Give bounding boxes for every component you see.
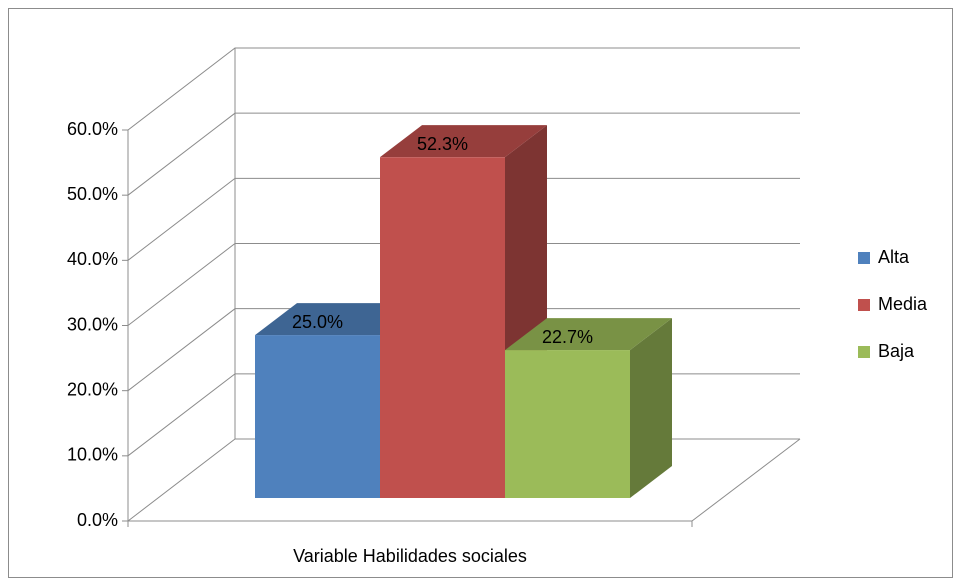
legend-swatch <box>858 346 870 358</box>
grid-line <box>127 47 800 131</box>
data-label: 52.3% <box>417 134 468 154</box>
grid-line <box>127 308 800 392</box>
legend-swatch <box>858 252 870 264</box>
bar-top <box>380 125 547 158</box>
bar-side <box>630 318 672 498</box>
bar <box>380 157 505 498</box>
bar-top <box>505 318 672 351</box>
y-tick-label: 50.0% <box>67 184 118 204</box>
y-tick-label: 10.0% <box>67 445 118 465</box>
legend-label: Alta <box>878 247 910 267</box>
data-label: 25.0% <box>292 312 343 332</box>
y-tick-label: 0.0% <box>77 510 118 530</box>
y-tick-label: 20.0% <box>67 379 118 399</box>
legend-label: Media <box>878 294 928 314</box>
floor-edge <box>691 438 801 522</box>
legend-swatch <box>858 299 870 311</box>
legend-label: Baja <box>878 341 915 361</box>
bar <box>505 350 630 498</box>
grid-line <box>127 112 800 196</box>
y-tick-label: 30.0% <box>67 314 118 334</box>
x-tick-label: Variable Habilidades sociales <box>293 546 527 566</box>
grid-line <box>127 243 800 326</box>
data-label: 22.7% <box>542 327 593 347</box>
bar <box>255 335 380 498</box>
grid-line <box>127 177 800 261</box>
y-tick-label: 60.0% <box>67 119 118 139</box>
y-tick-label: 40.0% <box>67 249 118 269</box>
